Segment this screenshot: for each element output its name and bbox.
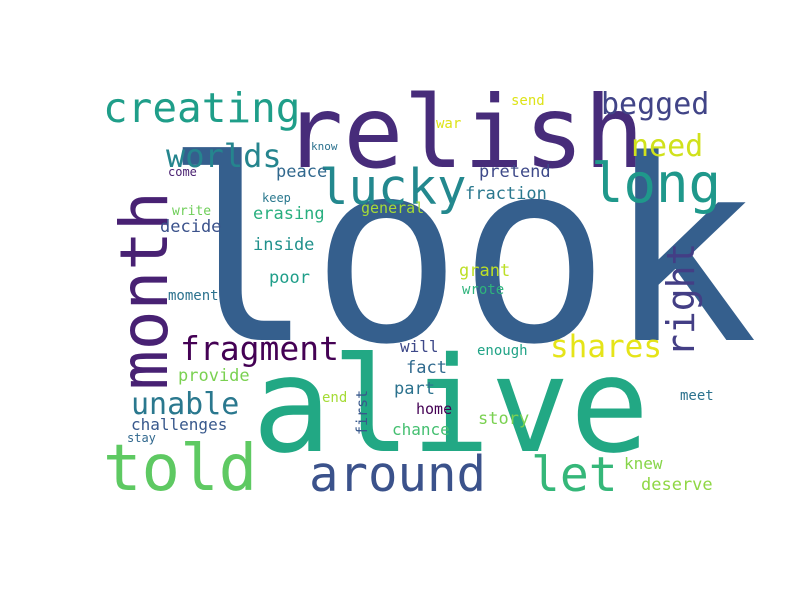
word: fact: [406, 358, 447, 378]
word: long: [591, 152, 722, 215]
word: let: [531, 447, 618, 503]
word: write: [172, 204, 212, 219]
word: chance: [392, 420, 450, 439]
word: home: [416, 400, 453, 418]
word: pretend: [479, 162, 551, 182]
word: challenges: [131, 415, 228, 434]
word: moment: [168, 288, 219, 304]
word: relish: [283, 74, 645, 191]
word: deserve: [641, 475, 713, 495]
word: end: [322, 390, 348, 406]
word: around: [309, 446, 487, 503]
word: fragment: [180, 329, 339, 368]
word: enough: [477, 343, 528, 359]
word: look: [163, 107, 758, 400]
word: decide: [160, 217, 222, 237]
word: creating: [103, 84, 301, 132]
word: wrote: [462, 282, 505, 298]
word: lucky: [319, 159, 467, 216]
word: grant: [459, 261, 511, 281]
word: unable: [131, 387, 240, 422]
word: war: [436, 116, 462, 132]
word: general: [361, 199, 425, 217]
word: send: [511, 93, 545, 109]
word: shares: [550, 329, 662, 365]
word: inside: [253, 235, 315, 255]
word: stay: [127, 431, 156, 445]
word: know: [311, 140, 338, 153]
word: told: [103, 432, 258, 506]
word: meet: [680, 388, 714, 404]
word: knew: [624, 454, 663, 473]
word: worlds: [166, 137, 282, 175]
word: provide: [178, 366, 250, 386]
word: need: [631, 129, 704, 164]
word: erasing: [253, 204, 325, 224]
word: fraction: [465, 184, 547, 204]
word: right: [659, 242, 703, 357]
word: will: [400, 337, 439, 356]
word: story: [478, 409, 530, 429]
word: poor: [269, 268, 310, 288]
word: part: [394, 379, 435, 399]
word: begged: [601, 87, 710, 122]
word: keep: [262, 191, 291, 205]
word: alive: [252, 329, 650, 483]
word: peace: [276, 162, 328, 182]
word: first: [353, 389, 371, 435]
word: come: [168, 165, 197, 179]
